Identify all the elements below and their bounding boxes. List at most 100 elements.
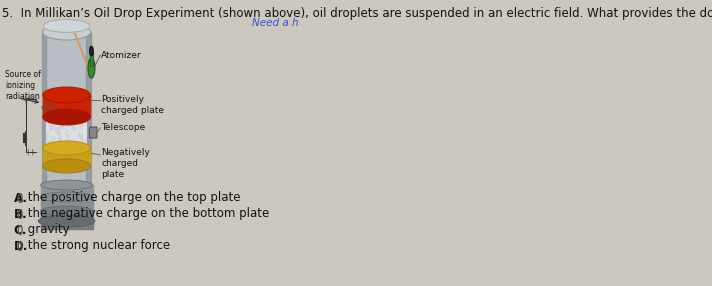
FancyBboxPatch shape	[89, 127, 97, 138]
Text: Source of
ionizing
radiation: Source of ionizing radiation	[5, 70, 41, 101]
Circle shape	[48, 140, 50, 145]
Text: the positive charge on the top plate: the positive charge on the top plate	[23, 192, 240, 204]
Text: Telescope: Telescope	[101, 124, 145, 132]
Circle shape	[72, 125, 74, 130]
Circle shape	[53, 137, 55, 140]
Circle shape	[53, 125, 55, 130]
Circle shape	[47, 142, 48, 145]
Text: D.: D.	[14, 239, 28, 253]
Circle shape	[89, 46, 93, 56]
Circle shape	[79, 134, 81, 140]
Circle shape	[55, 119, 56, 123]
Circle shape	[67, 120, 70, 128]
Bar	[42, 32, 90, 185]
Circle shape	[49, 127, 51, 131]
Circle shape	[50, 124, 53, 132]
Circle shape	[48, 120, 51, 127]
Text: Need a h: Need a h	[252, 18, 299, 28]
Circle shape	[70, 122, 71, 125]
Ellipse shape	[43, 159, 90, 173]
Circle shape	[55, 136, 56, 140]
Text: Atomizer: Atomizer	[101, 51, 142, 59]
Text: A.: A.	[14, 192, 28, 204]
Circle shape	[53, 140, 55, 146]
Circle shape	[67, 135, 70, 141]
Circle shape	[79, 123, 80, 126]
Circle shape	[59, 135, 62, 142]
Circle shape	[78, 141, 80, 145]
Ellipse shape	[43, 141, 90, 155]
Ellipse shape	[43, 20, 90, 32]
Circle shape	[67, 130, 68, 132]
Text: C.: C.	[14, 223, 27, 237]
Circle shape	[66, 129, 68, 132]
Circle shape	[60, 124, 62, 129]
Text: gravity: gravity	[23, 223, 69, 237]
Ellipse shape	[41, 180, 93, 190]
Circle shape	[73, 116, 76, 124]
Bar	[90, 52, 93, 66]
Text: Positively
charged plate: Positively charged plate	[101, 95, 164, 115]
Circle shape	[82, 134, 83, 138]
Circle shape	[80, 137, 83, 143]
Circle shape	[83, 142, 85, 148]
Circle shape	[70, 139, 73, 146]
Circle shape	[46, 138, 48, 144]
Circle shape	[57, 119, 60, 125]
Circle shape	[47, 135, 48, 138]
Circle shape	[70, 122, 71, 125]
Circle shape	[76, 141, 79, 148]
Text: 5.  In Millikan’s Oil Drop Experiment (shown above), oil droplets are suspended : 5. In Millikan’s Oil Drop Experiment (sh…	[2, 7, 712, 20]
Circle shape	[58, 129, 61, 136]
Circle shape	[58, 125, 60, 131]
Ellipse shape	[41, 192, 93, 202]
Circle shape	[49, 117, 52, 123]
Circle shape	[50, 135, 53, 142]
Ellipse shape	[88, 58, 95, 78]
Circle shape	[61, 123, 63, 130]
Circle shape	[70, 118, 71, 121]
Circle shape	[50, 123, 52, 128]
Circle shape	[71, 121, 73, 127]
Circle shape	[80, 133, 83, 140]
Circle shape	[66, 144, 67, 147]
Circle shape	[58, 130, 61, 136]
Circle shape	[55, 127, 58, 133]
Circle shape	[82, 124, 83, 127]
Circle shape	[63, 124, 65, 130]
Circle shape	[56, 143, 57, 148]
Circle shape	[70, 127, 72, 129]
Text: (+): (+)	[23, 96, 35, 102]
Bar	[46, 117, 88, 148]
Circle shape	[66, 119, 67, 122]
Circle shape	[66, 132, 68, 137]
Ellipse shape	[41, 206, 93, 216]
Circle shape	[66, 134, 68, 136]
Circle shape	[59, 141, 63, 149]
Text: the strong nuclear force: the strong nuclear force	[23, 239, 169, 253]
Circle shape	[61, 143, 63, 146]
Circle shape	[47, 132, 49, 138]
Circle shape	[85, 138, 87, 142]
Circle shape	[60, 142, 63, 148]
Circle shape	[68, 137, 70, 142]
Circle shape	[46, 131, 48, 134]
Text: the negative charge on the bottom plate: the negative charge on the bottom plate	[23, 208, 269, 221]
Circle shape	[75, 139, 76, 141]
Circle shape	[51, 125, 53, 129]
Circle shape	[80, 123, 83, 129]
Circle shape	[56, 130, 57, 134]
Circle shape	[78, 131, 80, 137]
Text: (-): (-)	[26, 149, 35, 155]
Circle shape	[58, 118, 62, 126]
Circle shape	[78, 141, 80, 143]
Circle shape	[74, 126, 77, 132]
Circle shape	[71, 132, 72, 135]
Circle shape	[64, 139, 66, 142]
Circle shape	[73, 138, 74, 141]
Circle shape	[51, 141, 54, 148]
Ellipse shape	[43, 87, 90, 103]
Circle shape	[59, 118, 62, 126]
Circle shape	[56, 117, 59, 123]
Circle shape	[71, 140, 73, 145]
